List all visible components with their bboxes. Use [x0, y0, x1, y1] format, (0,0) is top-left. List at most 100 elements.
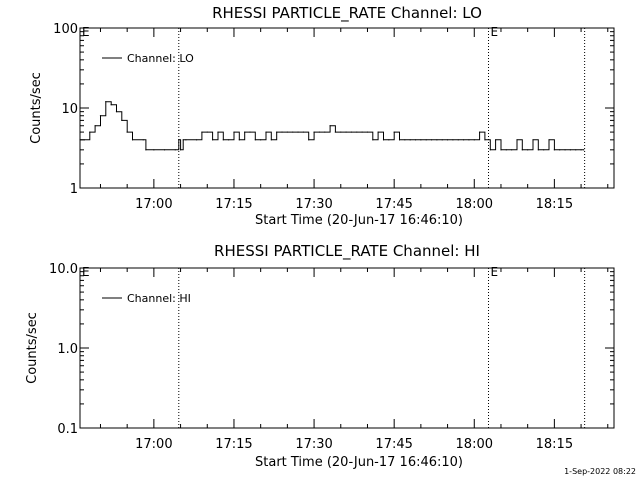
- data-point: [377, 131, 379, 133]
- data-point: [505, 149, 507, 151]
- data-point: [185, 139, 187, 141]
- data-point: [430, 139, 433, 141]
- y-tick-label: 10: [61, 102, 78, 117]
- data-point: [361, 131, 363, 133]
- x-tick-label: 17:15: [215, 437, 252, 452]
- data-point: [398, 139, 401, 141]
- data-point: [217, 131, 219, 133]
- data-point: [324, 131, 326, 133]
- data-point: [564, 149, 566, 151]
- data-point: [265, 131, 267, 133]
- data-point: [404, 139, 406, 141]
- x-axis-label: Start Time (20-Jun-17 16:46:10): [255, 213, 463, 228]
- y-tick-label: 0.1: [57, 422, 78, 437]
- data-point: [473, 139, 475, 141]
- data-point: [212, 139, 214, 141]
- x-axis-label: Start Time (20-Jun-17 16:46:10): [255, 455, 463, 470]
- data-point: [89, 131, 91, 133]
- data-point: [409, 139, 411, 141]
- data-point: [420, 139, 422, 141]
- data-point: [516, 139, 518, 141]
- x-tick-label: 17:45: [375, 197, 412, 212]
- data-point: [244, 131, 246, 133]
- data-point: [260, 139, 262, 141]
- data-point: [495, 139, 497, 141]
- event-marker-label: E: [491, 25, 499, 39]
- series-line: [80, 101, 584, 151]
- data-point: [559, 149, 561, 151]
- data-point: [543, 149, 545, 151]
- event-marker-label: E: [82, 25, 90, 39]
- legend-label: Channel: LO: [127, 52, 194, 65]
- data-point: [178, 139, 180, 141]
- data-point: [254, 139, 256, 141]
- data-point: [462, 139, 465, 141]
- data-point: [201, 131, 203, 133]
- x-tick-label: 18:00: [456, 437, 493, 452]
- y-tick-label: 100: [53, 22, 78, 37]
- data-point: [281, 131, 283, 133]
- data-point: [521, 149, 523, 151]
- x-tick-label: 18:00: [456, 197, 493, 212]
- chart-title: RHESSI PARTICLE_RATE Channel: LO: [212, 4, 482, 23]
- data-point: [308, 139, 310, 141]
- data-point: [457, 139, 459, 141]
- data-point: [131, 139, 134, 141]
- data-point: [318, 131, 321, 133]
- data-point: [163, 149, 166, 151]
- data-point: [174, 149, 176, 151]
- data-point: [511, 149, 513, 151]
- data-point: [532, 139, 534, 141]
- data-point: [356, 131, 358, 133]
- data-point: [270, 139, 272, 141]
- legend-label: Channel: HI: [127, 292, 191, 305]
- y-axis-label: Counts/sec: [25, 312, 40, 384]
- data-point: [126, 131, 128, 133]
- chart-lo-channel: RHESSI PARTICLE_RATE Channel: LO 1 10 100 17…: [29, 4, 615, 228]
- data-point: [238, 139, 240, 141]
- data-point: [153, 149, 155, 151]
- data-point: [414, 139, 417, 141]
- data-point: [99, 115, 102, 117]
- data-point: [548, 139, 550, 141]
- data-point: [452, 139, 454, 141]
- x-tick-label: 17:45: [375, 437, 412, 452]
- data-point: [121, 119, 123, 121]
- data-point: [583, 149, 585, 151]
- data-point: [484, 139, 486, 141]
- data-point: [145, 149, 147, 151]
- data-point: [366, 131, 369, 133]
- data-point: [83, 139, 86, 141]
- data-point: [345, 131, 347, 133]
- data-point: [372, 139, 374, 141]
- data-point: [479, 131, 481, 133]
- data-point: [182, 139, 184, 141]
- data-point: [553, 149, 555, 151]
- data-point: [468, 139, 470, 141]
- data-point: [500, 149, 502, 151]
- data-point: [195, 139, 198, 141]
- data-point: [249, 131, 251, 133]
- x-tick-label: 18:15: [536, 197, 573, 212]
- data-point: [388, 139, 390, 141]
- data-point: [142, 139, 144, 141]
- data-point: [340, 131, 342, 133]
- data-point: [446, 139, 449, 141]
- data-point: [441, 139, 443, 141]
- data-point: [115, 111, 118, 113]
- data-point: [286, 131, 288, 133]
- event-marker-label: E: [491, 265, 499, 279]
- data-point: [228, 139, 230, 141]
- x-tick-label: 17:15: [215, 197, 252, 212]
- data-point: [575, 149, 577, 151]
- x-tick-label: 17:00: [135, 437, 172, 452]
- chart-title: RHESSI PARTICLE_RATE Channel: HI: [214, 242, 480, 261]
- data-point: [350, 131, 353, 133]
- footer-timestamp: 1-Sep-2022 08:22: [564, 467, 636, 476]
- data-point: [382, 139, 385, 141]
- x-tick-label: 17:00: [135, 197, 172, 212]
- data-point: [580, 149, 582, 151]
- data-point: [489, 149, 491, 151]
- data-point: [527, 149, 529, 151]
